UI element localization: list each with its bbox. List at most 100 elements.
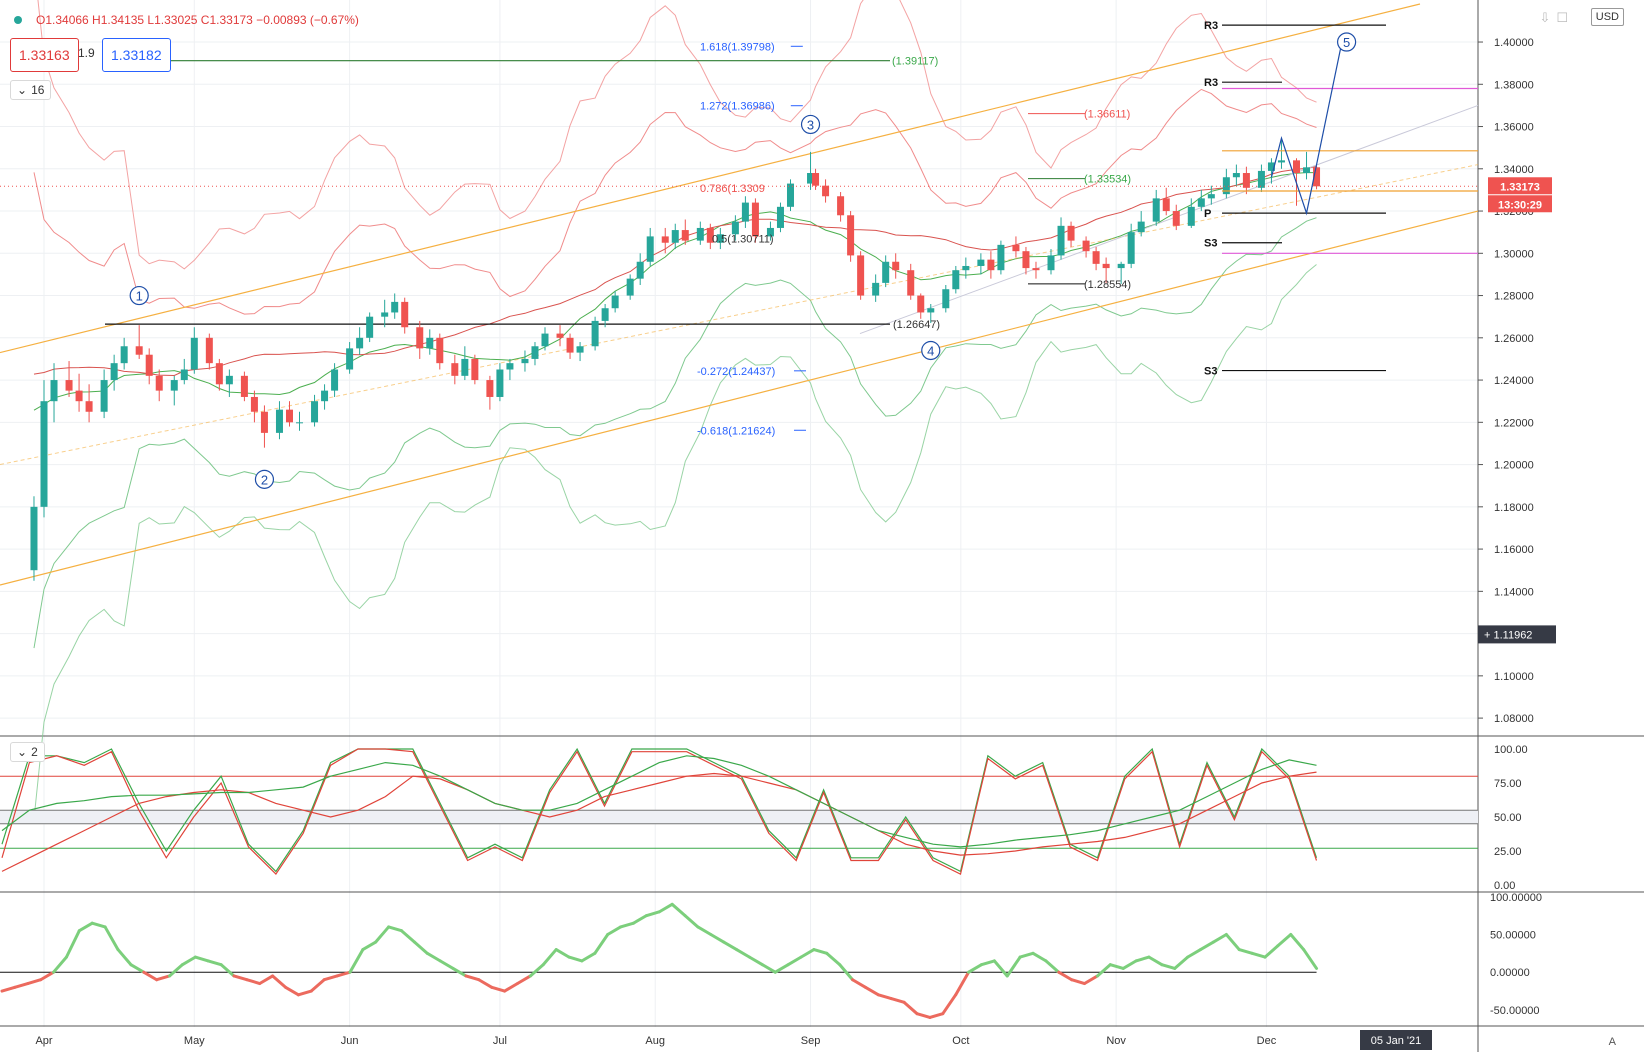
candle — [892, 253, 900, 279]
candle-body — [135, 346, 143, 355]
price-tick-label: 1.34000 — [1494, 164, 1534, 176]
candle-body — [857, 255, 865, 296]
candle — [296, 411, 304, 431]
candle — [786, 179, 794, 212]
candle — [962, 257, 970, 279]
candle-body — [1012, 244, 1020, 252]
pivot-label: P — [1204, 208, 1211, 220]
indicator-bands — [33, 0, 1317, 820]
candle — [145, 348, 153, 385]
time-tick-label: Aug — [645, 1035, 665, 1047]
price-tick-label: 1.36000 — [1494, 122, 1534, 134]
momentum-segment — [490, 985, 507, 993]
candle — [541, 327, 549, 351]
momentum-segment — [657, 902, 674, 914]
candle-body — [636, 261, 644, 279]
buy-button[interactable]: 1.33182 — [102, 38, 171, 72]
candle — [321, 384, 329, 410]
momentum-segment — [348, 948, 365, 974]
candle-body — [892, 261, 900, 271]
candle — [917, 293, 925, 319]
price-tick-label: 1.14000 — [1494, 586, 1534, 598]
momentum-segment — [193, 955, 210, 963]
candle — [1137, 211, 1145, 237]
pane-controls[interactable]: ⇩☐ — [1539, 10, 1574, 26]
candle-body — [331, 369, 339, 391]
candle — [366, 312, 374, 343]
candle-body — [646, 236, 654, 262]
candle — [1127, 223, 1135, 269]
main-indicators-toggle[interactable]: ⌄ 16 — [10, 80, 52, 100]
time-axis: Apr May Jun Jul Aug Sep Oct Nov Dec 05 Jan '21 — [35, 1030, 1432, 1050]
currency-button[interactable]: USD — [1590, 8, 1624, 26]
pivot-label: R3 — [1204, 20, 1218, 32]
candle-body — [1102, 263, 1110, 269]
date-tag-label: 05 Jan '21 — [1371, 1035, 1421, 1047]
oscillator-pane: 100.00 75.00 50.00 25.00 0.00 — [0, 744, 1528, 892]
candle-body — [822, 185, 830, 197]
candle — [716, 227, 724, 250]
candle-body — [40, 401, 48, 507]
fib-annotation: (1.26647) — [893, 319, 940, 331]
candle-body — [1022, 251, 1030, 269]
price-tick-label: 1.10000 — [1494, 671, 1534, 683]
momentum-segment — [309, 978, 326, 993]
currency-label: USD — [1595, 11, 1619, 23]
auto-scale-button[interactable]: A — [1609, 1036, 1616, 1048]
candle — [611, 291, 619, 313]
candle — [75, 373, 83, 412]
fib-annotation: (1.39117) — [892, 56, 938, 68]
sell-button[interactable]: 1.33163 — [10, 38, 79, 72]
candle — [155, 369, 163, 402]
candle — [751, 198, 759, 243]
candle — [1022, 246, 1030, 275]
osc-tick-label: 50.00 — [1494, 812, 1522, 824]
candle-body — [1242, 173, 1250, 188]
channel-upper-line — [0, 3, 1421, 354]
candle — [496, 363, 504, 402]
momentum-segment — [1186, 948, 1203, 959]
candle-body — [225, 375, 233, 385]
momentum-segment — [941, 993, 958, 1016]
candle-body — [120, 346, 128, 364]
candle — [942, 284, 950, 313]
candle — [1303, 151, 1311, 180]
candle — [952, 265, 960, 294]
momentum-segment — [992, 959, 1009, 978]
momentum-segment — [889, 997, 906, 1004]
osc-tick-label: 0.00 — [1494, 880, 1515, 892]
candle — [1032, 261, 1040, 279]
momentum-segment — [477, 978, 494, 989]
candle-body — [1057, 225, 1065, 256]
candle — [601, 304, 609, 328]
candle-body — [100, 380, 108, 412]
momentum-segment — [103, 925, 120, 952]
buy-price: 1.33182 — [111, 47, 162, 63]
momentum-segment — [902, 1000, 919, 1016]
candle — [531, 342, 539, 366]
candle — [240, 371, 248, 402]
candle — [100, 369, 108, 419]
momentum-segment — [451, 966, 468, 978]
candle — [356, 327, 364, 355]
momentum-segment — [606, 925, 623, 936]
momentum-segment — [1211, 932, 1228, 944]
candle-body — [356, 337, 364, 349]
maximize-icon[interactable]: ☐ — [1556, 10, 1574, 25]
momentum-segment — [77, 921, 94, 933]
candle — [1207, 185, 1215, 205]
candle — [847, 211, 855, 262]
candle-body — [1187, 206, 1195, 226]
candle — [1187, 198, 1195, 228]
candle-body — [486, 380, 494, 397]
oscillator-indicators-toggle[interactable]: ⌄ 2 — [10, 742, 45, 762]
arrow-down-icon[interactable]: ⇩ — [1539, 10, 1557, 25]
candle — [85, 384, 93, 423]
candle — [636, 253, 644, 285]
time-tick-label: Dec — [1257, 1035, 1277, 1047]
candle-body — [1067, 225, 1075, 241]
candle-body — [1277, 160, 1285, 163]
candle — [65, 361, 73, 397]
